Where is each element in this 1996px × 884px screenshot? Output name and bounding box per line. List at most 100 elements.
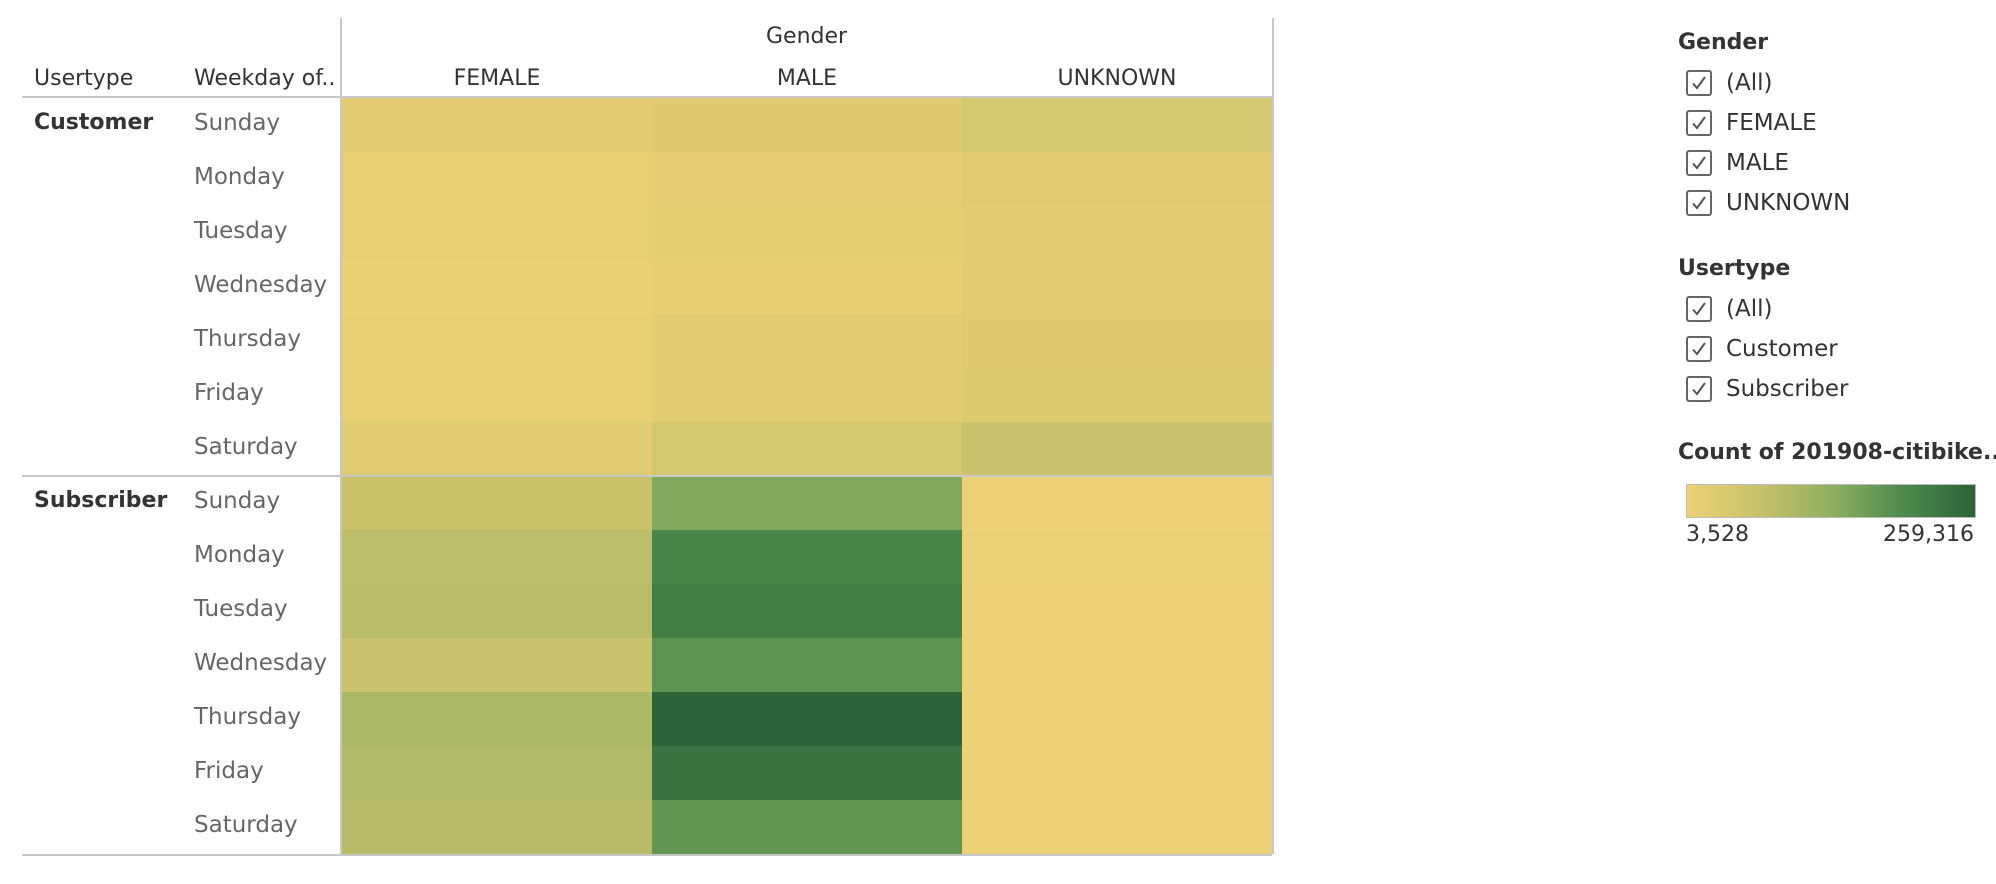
heatmap-cell[interactable]	[652, 530, 962, 584]
checkbox[interactable]	[1686, 190, 1712, 216]
heatmap-cell[interactable]	[342, 584, 652, 638]
filter-option-label: (All)	[1726, 70, 1773, 96]
header-bottom-line	[22, 96, 1272, 98]
heatmap-cell[interactable]	[652, 800, 962, 854]
column-header-female: FEMALE	[453, 66, 541, 91]
heatmap-cell[interactable]	[652, 98, 962, 152]
filter-option[interactable]: Subscriber	[1686, 374, 1848, 404]
checkbox[interactable]	[1686, 376, 1712, 402]
heatmap-cell[interactable]	[342, 260, 652, 314]
table-bottom-line	[22, 854, 1272, 856]
filter-title: Gender	[1678, 30, 1769, 55]
heatmap-cell[interactable]	[342, 206, 652, 260]
heatmap-cell[interactable]	[342, 638, 652, 692]
weekday-label: Friday	[194, 380, 264, 406]
checkbox[interactable]	[1686, 70, 1712, 96]
filter-option-label: FEMALE	[1726, 110, 1817, 136]
column-header-male: MALE	[776, 66, 838, 91]
filter-title: Usertype	[1678, 256, 1791, 281]
checkmark-icon	[1692, 342, 1706, 356]
filter-option[interactable]: MALE	[1686, 148, 1789, 178]
heatmap-cell[interactable]	[962, 422, 1272, 476]
filter-option[interactable]: (All)	[1686, 68, 1772, 98]
filter-option[interactable]: (All)	[1686, 294, 1772, 324]
filter-option-label: UNKNOWN	[1726, 190, 1851, 216]
heatmap-cell[interactable]	[652, 152, 962, 206]
legend-title: Count of 201908-citibike...	[1678, 440, 1996, 465]
heatmap-cell[interactable]	[652, 638, 962, 692]
heatmap-cell[interactable]	[962, 800, 1272, 854]
heatmap-cell[interactable]	[342, 422, 652, 476]
weekday-label: Sunday	[194, 488, 281, 514]
heatmap-cell[interactable]	[342, 530, 652, 584]
heatmap-cell[interactable]	[962, 530, 1272, 584]
checkbox[interactable]	[1686, 110, 1712, 136]
filter-option[interactable]: UNKNOWN	[1686, 188, 1850, 218]
weekday-label: Friday	[194, 758, 264, 784]
heatmap-cell[interactable]	[342, 800, 652, 854]
filter-option-label: (All)	[1726, 296, 1773, 322]
heatmap-cell[interactable]	[652, 314, 962, 368]
usertype-header: Usertype	[34, 66, 134, 91]
heatmap-cell[interactable]	[962, 476, 1272, 530]
heatmap-cell[interactable]	[652, 692, 962, 746]
weekday-label: Saturday	[194, 812, 298, 838]
filter-option-label: Subscriber	[1726, 376, 1849, 402]
heatmap-cell[interactable]	[342, 746, 652, 800]
weekday-header: Weekday of..	[194, 66, 336, 91]
weekday-label: Thursday	[194, 704, 301, 730]
heatmap-cell[interactable]	[652, 206, 962, 260]
heatmap-cell[interactable]	[652, 476, 962, 530]
weekday-label: Tuesday	[194, 218, 288, 244]
filter-option-label: Customer	[1726, 336, 1838, 362]
checkbox[interactable]	[1686, 336, 1712, 362]
checkmark-icon	[1692, 156, 1706, 170]
heatmap-table: Gender Usertype Weekday of.. FEMALE MALE…	[22, 18, 1274, 856]
heatmap-cell[interactable]	[962, 314, 1272, 368]
heatmap-cell[interactable]	[342, 476, 652, 530]
heatmap-cell[interactable]	[962, 152, 1272, 206]
checkmark-icon	[1692, 382, 1706, 396]
checkbox[interactable]	[1686, 150, 1712, 176]
heatmap-cell[interactable]	[652, 584, 962, 638]
legend-max-label: 259,316	[1883, 522, 1974, 547]
filter-option[interactable]: Customer	[1686, 334, 1838, 364]
checkmark-icon	[1692, 76, 1706, 90]
heatmap-cell[interactable]	[962, 692, 1272, 746]
heatmap-cell[interactable]	[962, 98, 1272, 152]
weekday-label: Monday	[194, 164, 285, 190]
heatmap-cell[interactable]	[652, 422, 962, 476]
column-dimension-title: Gender	[766, 24, 848, 49]
checkbox[interactable]	[1686, 296, 1712, 322]
heatmap-cell[interactable]	[342, 314, 652, 368]
heatmap-cell[interactable]	[342, 692, 652, 746]
checkmark-icon	[1692, 116, 1706, 130]
heatmap-cell[interactable]	[962, 746, 1272, 800]
heatmap-cell[interactable]	[342, 368, 652, 422]
filter-option-label: MALE	[1726, 150, 1789, 176]
heatmap-cell[interactable]	[962, 368, 1272, 422]
checkmark-icon	[1692, 302, 1706, 316]
weekday-label: Wednesday	[194, 650, 328, 676]
heatmap-cell[interactable]	[342, 98, 652, 152]
heatmap-cell[interactable]	[962, 638, 1272, 692]
heatmap-cell[interactable]	[652, 368, 962, 422]
group-divider	[22, 475, 1272, 477]
filter-option[interactable]: FEMALE	[1686, 108, 1817, 138]
color-legend-bar	[1686, 484, 1976, 518]
heatmap-cell[interactable]	[962, 584, 1272, 638]
heatmap-cell[interactable]	[652, 260, 962, 314]
usertype-label: Customer	[34, 110, 154, 135]
weekday-label: Tuesday	[194, 596, 288, 622]
heatmap-cell[interactable]	[342, 152, 652, 206]
grid-right-line	[1272, 18, 1274, 854]
heatmap-cell[interactable]	[962, 260, 1272, 314]
weekday-label: Thursday	[194, 326, 301, 352]
checkmark-icon	[1692, 196, 1706, 210]
heatmap-cell[interactable]	[962, 206, 1272, 260]
legend-min-label: 3,528	[1686, 522, 1749, 547]
weekday-label: Monday	[194, 542, 285, 568]
weekday-label: Sunday	[194, 110, 281, 136]
side-panel: Gender (All) FEMALE MALE UNKNOWN Usertype (All…	[1670, 0, 1996, 884]
heatmap-cell[interactable]	[652, 746, 962, 800]
